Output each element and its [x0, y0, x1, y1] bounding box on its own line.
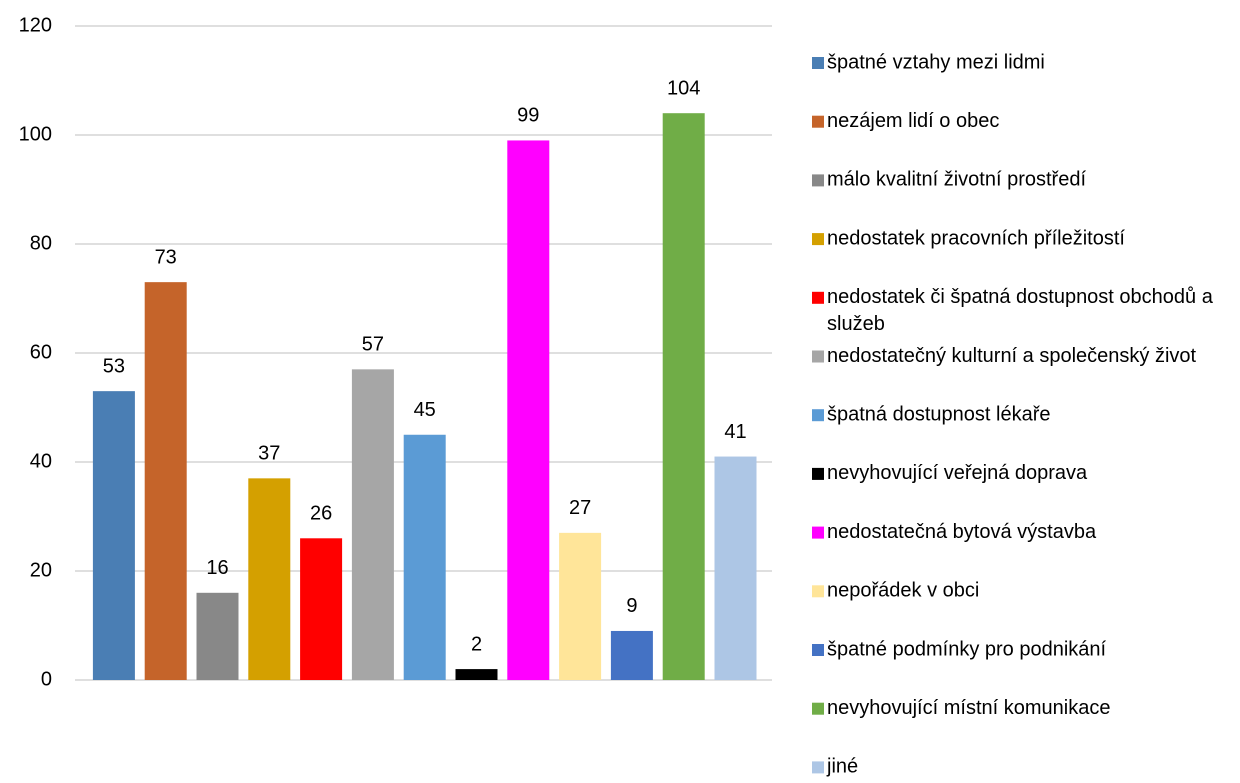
legend-label: nepořádek v obci	[827, 580, 979, 602]
data-label: 2	[471, 633, 482, 655]
data-label: 45	[414, 399, 436, 421]
data-label: 37	[258, 443, 280, 465]
bar	[196, 592, 239, 680]
legend-label: špatné podmínky pro podnikání	[827, 638, 1107, 660]
legend-swatch	[812, 233, 824, 246]
data-label: 57	[362, 334, 384, 356]
legend-swatch	[812, 526, 824, 539]
legend-swatch	[812, 409, 824, 422]
legend-swatch	[812, 467, 824, 480]
legend-label: nedostatečný kulturní a společenský živo…	[827, 345, 1197, 367]
legend-swatch	[812, 57, 824, 69]
data-label: 53	[103, 355, 125, 377]
legend-label: nedostatek či špatná dostupnost obchodů …	[827, 286, 1214, 335]
y-tick-label: 0	[41, 668, 52, 690]
data-label: 99	[517, 105, 539, 127]
legend-label: nedostatek pracovních příležitostí	[827, 227, 1125, 249]
bar	[144, 282, 187, 680]
legend-swatch	[812, 291, 824, 304]
legend-swatch	[812, 115, 824, 128]
bar	[300, 538, 343, 680]
data-label: 16	[206, 557, 228, 579]
legend-label: nevyhovující veřejná doprava	[827, 462, 1088, 484]
legend-line: služeb	[827, 313, 885, 335]
data-label: 26	[310, 503, 332, 525]
bar	[610, 630, 653, 680]
y-tick-label: 120	[19, 14, 52, 36]
y-tick-label: 60	[30, 341, 52, 363]
legend-swatch	[812, 761, 824, 774]
bar	[455, 669, 498, 680]
data-label: 73	[155, 246, 177, 268]
y-tick-label: 20	[30, 559, 52, 581]
legend-label: špatné vztahy mezi lidmi	[827, 51, 1045, 73]
legend-label: jiné	[826, 756, 858, 778]
y-tick-label: 100	[19, 123, 52, 145]
legend-swatch	[812, 644, 824, 656]
legend-swatch	[812, 585, 824, 598]
bar	[662, 113, 705, 680]
legend-label: špatná dostupnost lékaře	[827, 403, 1051, 425]
legend-swatch	[812, 702, 824, 715]
legend-label: nedostatečná bytová výstavba	[827, 521, 1097, 543]
bar	[351, 369, 394, 680]
legend-label: nevyhovující místní komunikace	[827, 697, 1110, 719]
bar	[507, 140, 550, 680]
y-tick-label: 40	[30, 450, 52, 472]
legend-label: nezájem lidí o obec	[827, 110, 999, 132]
data-label: 27	[569, 497, 591, 519]
legend-swatch	[812, 350, 824, 363]
data-label: 9	[626, 595, 637, 617]
bar	[714, 456, 757, 680]
y-tick-label: 80	[30, 232, 52, 254]
legend-line: nedostatek či špatná dostupnost obchodů …	[827, 286, 1214, 308]
bar	[559, 532, 602, 680]
data-label: 41	[724, 421, 746, 443]
bar	[403, 434, 446, 680]
legend-label: málo kvalitní životní prostředí	[827, 169, 1086, 191]
legend-swatch	[812, 174, 824, 187]
bar	[248, 478, 291, 680]
bar	[92, 391, 135, 680]
data-label: 104	[667, 77, 700, 99]
